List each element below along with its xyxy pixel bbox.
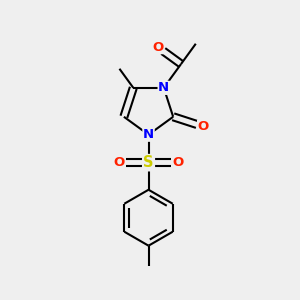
Text: S: S — [143, 155, 154, 170]
Text: N: N — [158, 81, 169, 94]
Text: O: O — [172, 156, 184, 169]
Text: O: O — [197, 120, 209, 133]
Text: O: O — [152, 41, 164, 54]
Text: N: N — [143, 128, 154, 141]
Text: O: O — [113, 156, 124, 169]
